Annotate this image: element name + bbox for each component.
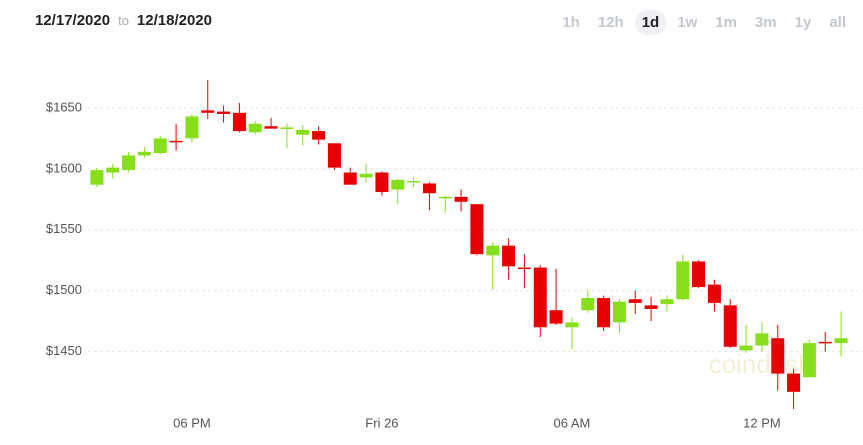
candle-body xyxy=(343,172,357,185)
candle-body xyxy=(739,345,753,351)
date-separator: to xyxy=(118,13,129,28)
candle-body xyxy=(533,267,547,328)
candle-body xyxy=(660,299,674,305)
candle-body xyxy=(407,181,421,183)
range-buttons: 1h 12h 1d 1w 1m 3m 1y all xyxy=(555,10,853,35)
candle-body xyxy=(185,116,199,139)
candle-body xyxy=(787,373,801,392)
candle-body xyxy=(597,298,611,328)
candle-body xyxy=(217,111,231,115)
candle-body xyxy=(169,140,183,143)
x-tick-label: Fri 26 xyxy=(365,415,398,430)
range-button[interactable]: 1d xyxy=(634,10,667,35)
date-to: 12/18/2020 xyxy=(136,12,212,29)
candle-body xyxy=(517,267,531,270)
range-button[interactable]: 3m xyxy=(754,14,777,31)
candle-body xyxy=(692,261,706,288)
x-tick-label: 12 PM xyxy=(743,415,781,430)
candle-body xyxy=(312,131,326,140)
candle-body xyxy=(565,322,579,328)
candle-body xyxy=(153,138,167,154)
candle-body xyxy=(232,112,246,132)
range-button[interactable]: 1y xyxy=(794,14,812,31)
candle-body xyxy=(201,110,215,113)
candle-body xyxy=(359,173,373,178)
candle-body xyxy=(628,299,642,303)
candle-body xyxy=(454,196,468,202)
candle-body xyxy=(470,204,484,255)
candle-body xyxy=(771,338,785,374)
y-tick-label: $1550 xyxy=(46,221,82,236)
candle-body xyxy=(264,126,278,129)
y-tick-label: $1650 xyxy=(46,99,82,114)
date-range: 12/17/2020 to 12/18/2020 xyxy=(35,12,212,29)
x-tick-label: 06 AM xyxy=(553,415,590,430)
candle-body xyxy=(422,183,436,194)
y-tick-label: $1450 xyxy=(46,343,82,358)
candle-body xyxy=(802,343,816,378)
candle-body xyxy=(391,179,405,190)
candle-body xyxy=(280,127,294,129)
candle-body xyxy=(106,167,120,173)
candle-body xyxy=(122,155,136,171)
candle-body xyxy=(612,301,626,323)
candle-body xyxy=(502,245,516,267)
candle-body xyxy=(486,245,500,256)
candle-body xyxy=(90,170,104,185)
y-tick-label: $1500 xyxy=(46,282,82,297)
candle-body xyxy=(581,298,595,311)
y-tick-label: $1600 xyxy=(46,160,82,175)
range-button[interactable]: 1w xyxy=(677,14,698,31)
candle-body xyxy=(676,261,690,300)
candle-body xyxy=(296,129,310,135)
range-button[interactable]: 1m xyxy=(715,14,737,31)
candle-body xyxy=(834,338,848,344)
x-tick-label: 06 PM xyxy=(173,415,211,430)
range-button[interactable]: 12h xyxy=(597,14,624,31)
range-button[interactable]: all xyxy=(829,14,846,31)
candle-body xyxy=(327,143,341,168)
candle-body xyxy=(755,333,769,346)
candle-body xyxy=(723,305,737,347)
candle-body xyxy=(248,123,262,133)
candle-body xyxy=(549,310,563,324)
date-from: 12/17/2020 xyxy=(35,12,111,29)
candle-body xyxy=(137,151,151,156)
candle-body xyxy=(375,172,389,193)
candle-body xyxy=(438,196,452,199)
candle-body xyxy=(707,284,721,303)
candle-body xyxy=(644,305,658,309)
candle-body xyxy=(818,341,832,344)
range-button[interactable]: 1h xyxy=(562,14,580,31)
